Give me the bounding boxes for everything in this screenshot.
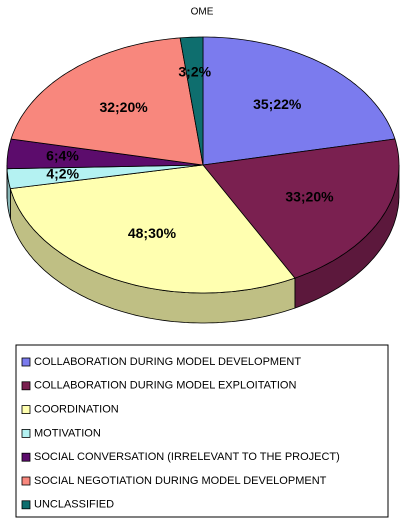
legend-swatch: [21, 476, 31, 486]
legend-label: UNCLASSIFIED: [34, 499, 114, 511]
slice: [9, 164, 296, 294]
legend-swatch: [21, 500, 31, 510]
data-label: 32;20%: [99, 99, 148, 115]
data-label: 33;20%: [285, 188, 334, 204]
legend-label: SOCIAL CONVERSATION (IRRELEVANT TO THE P…: [34, 451, 340, 463]
slice: [6, 138, 204, 170]
chart-title: OME: [191, 7, 214, 18]
legend-swatch: [21, 428, 31, 438]
legend-box: [15, 344, 389, 518]
slice: [202, 138, 400, 279]
legend-label: COLLABORATION DURING MODEL EXPLOITATION: [34, 380, 296, 392]
legend-swatch: [21, 452, 31, 462]
slice: [6, 164, 204, 190]
slice: [202, 36, 396, 166]
legend-label: MOTIVATION: [34, 427, 101, 439]
data-label: 4;2%: [46, 166, 79, 182]
legend-swatch: [21, 405, 31, 415]
data-label: 48;30%: [128, 225, 177, 241]
slice: [10, 37, 204, 166]
data-label: 35;22%: [253, 96, 302, 112]
slice: [179, 36, 204, 166]
legend-label: COLLABORATION DURING MODEL DEVELOPMENT: [34, 356, 301, 368]
legend-swatch: [21, 357, 31, 367]
data-label: 6;4%: [46, 148, 79, 164]
legend-label: COORDINATION: [34, 404, 119, 416]
data-label: 3;2%: [178, 64, 211, 80]
legend-label: SOCIAL NEGOTIATION DURING MODEL DEVELOPM…: [34, 475, 327, 487]
legend-swatch: [21, 381, 31, 391]
